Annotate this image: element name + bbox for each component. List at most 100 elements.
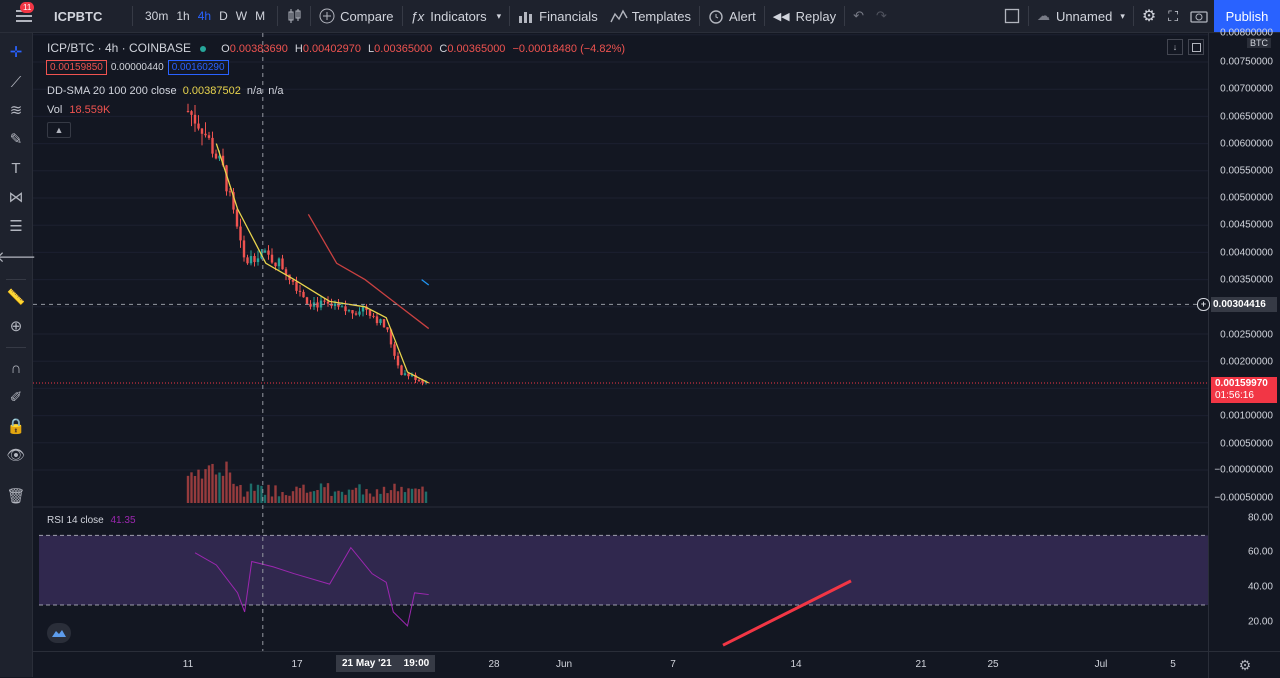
zoom-tool[interactable]: ⊕ (5, 315, 27, 337)
chart-area[interactable]: ICP/BTC · 4h · COINBASE O0.00383690 H0.0… (33, 33, 1208, 651)
logo-icon (52, 630, 66, 637)
candle-body (214, 153, 218, 159)
chevron-down-icon: ▾ (496, 10, 502, 21)
symbol-title[interactable]: ICP/BTC · 4h · COINBASE (47, 41, 192, 55)
time-tick: 28 (488, 659, 500, 670)
menu-button[interactable]: 11 (0, 0, 48, 32)
lock-tool[interactable]: 🔒 (5, 415, 27, 437)
templates-button[interactable]: Templates (604, 0, 697, 32)
interval-30m[interactable]: 30m (145, 9, 169, 23)
candle-body (305, 297, 309, 304)
volume-bar (379, 493, 382, 503)
settings-button[interactable]: ⚙ (1136, 0, 1162, 32)
volume-bar (298, 488, 302, 503)
stay-drawing-tool[interactable]: ✐ (5, 386, 27, 408)
time-scale[interactable]: 11 17 28 Jun 7 14 21 25 Jul 5 21 May '21… (33, 651, 1208, 678)
candle-body (235, 209, 239, 227)
divider (6, 279, 26, 280)
bid-price[interactable]: 0.00159850 (46, 60, 107, 75)
interval-1h[interactable]: 1h (176, 9, 190, 23)
layout-name-button[interactable]: ☁ Unnamed ▾ (1031, 0, 1131, 32)
fullscreen-button[interactable]: ⛶ (1162, 0, 1184, 32)
interval-m[interactable]: M (255, 9, 266, 23)
fx-icon: ƒx (410, 8, 425, 24)
magnet-tool[interactable]: ∩ (5, 357, 27, 379)
ruler-tool[interactable]: 📏 (5, 286, 27, 308)
redo-button[interactable]: ↷ (870, 0, 893, 32)
time-tick: 11 (182, 659, 194, 670)
price-tick: 0.00600000 (1220, 138, 1273, 150)
financials-button[interactable]: Financials (512, 0, 604, 32)
prediction-tool[interactable]: ☰ (5, 215, 27, 237)
volume-bar (242, 496, 246, 503)
snapshot-button[interactable] (1184, 0, 1214, 32)
chart-canvas[interactable] (33, 33, 1208, 651)
alert-button[interactable]: Alert (702, 0, 762, 32)
crosshair-tool[interactable]: ✛ (5, 41, 27, 63)
candle-body (326, 301, 330, 304)
interval-d[interactable]: D (219, 9, 228, 23)
text-tool[interactable]: T (5, 157, 27, 179)
volume-legend[interactable]: Vol 18.559K (47, 104, 110, 116)
chart-settings-button[interactable]: ⚙ (1208, 651, 1280, 678)
interval-4h[interactable]: 4h (197, 9, 212, 23)
chart-type-button[interactable] (280, 0, 308, 32)
fib-tool[interactable]: ≋ (5, 99, 27, 121)
candle-body (291, 279, 295, 282)
volume-bar (207, 465, 211, 503)
maximize-pane-button[interactable] (1188, 39, 1204, 55)
collapse-legend-button[interactable]: ▲ (47, 122, 71, 138)
sma-legend[interactable]: DD-SMA 20 100 200 close 0.00387502 n/a n… (47, 85, 284, 97)
trendline-tool[interactable]: ⟋ (5, 71, 27, 93)
volume-bar (372, 496, 375, 503)
volume-bar (214, 474, 218, 503)
tradingview-logo[interactable] (47, 623, 71, 643)
volume-bar (193, 475, 197, 503)
replay-button[interactable]: ◀◀ Replay (767, 0, 842, 32)
price-scale[interactable]: BTC 0.00800000 0.00750000 0.00700000 0.0… (1197, 28, 1280, 651)
candle-body (253, 256, 256, 263)
candle-body (337, 303, 340, 307)
symbol-search[interactable]: ICPBTC (54, 8, 103, 24)
sma20-line (215, 143, 430, 384)
financials-label: Financials (539, 8, 598, 24)
volume-bar (316, 490, 319, 503)
candle-body (316, 302, 319, 308)
time-tick: 14 (790, 659, 802, 670)
pattern-tool[interactable]: ⋈ (5, 186, 27, 208)
maximize-icon (1191, 42, 1201, 52)
layout-select-button[interactable] (998, 0, 1026, 32)
rsi-legend[interactable]: RSI 14 close 41.35 (47, 515, 136, 526)
publish-button[interactable]: Publish (1214, 0, 1280, 32)
cloud-icon: ☁ (1036, 8, 1050, 23)
price-tick: 0.00400000 (1220, 247, 1273, 259)
volume-bar (326, 483, 330, 503)
candle-body (400, 365, 403, 375)
volume-bar (291, 491, 295, 503)
eye-icon: 👁 (6, 447, 26, 464)
candle-body (333, 303, 337, 306)
hide-tool[interactable]: 👁 (5, 444, 27, 466)
rsi-value: 41.35 (110, 515, 136, 526)
candle-body (372, 315, 375, 317)
compare-button[interactable]: Compare (313, 0, 399, 32)
volume-bar (400, 486, 403, 503)
volume-bar (204, 469, 207, 503)
gear-icon: ⚙ (1141, 8, 1157, 25)
price-tick: 0.00350000 (1220, 274, 1273, 286)
back-tool[interactable]: 🡐 (0, 245, 36, 267)
candle-body (410, 374, 414, 377)
last-price: 0.00159970 (1215, 378, 1268, 389)
ask-price[interactable]: 0.00160290 (167, 60, 229, 75)
undo-button[interactable]: ↶ (847, 0, 870, 32)
volume-bar (190, 472, 193, 503)
delete-tool[interactable]: 🗑 (5, 485, 27, 507)
divider (698, 6, 700, 26)
interval-w[interactable]: W (235, 9, 248, 23)
volume-bar (312, 491, 316, 503)
candle-body (417, 379, 421, 381)
price-tick: −0.00050000 (1214, 492, 1273, 504)
scroll-down-button[interactable]: ↓ (1167, 39, 1183, 55)
brush-tool[interactable]: ✎ (5, 128, 27, 150)
indicators-button[interactable]: ƒx Indicators ▾ (405, 0, 508, 32)
